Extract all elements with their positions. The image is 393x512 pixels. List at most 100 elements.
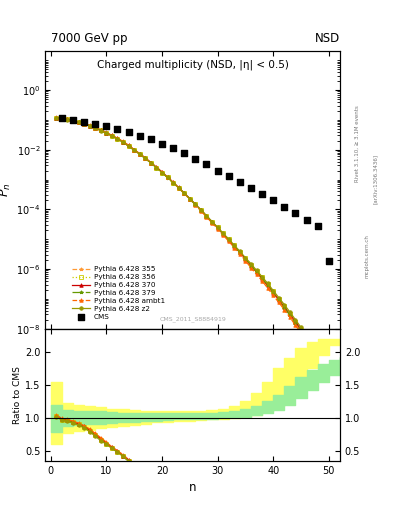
Pythia 6.428 z2 [187, 196, 192, 202]
Pythia 6.428 356 [115, 136, 120, 142]
Pythia 6.428 ambt1 [221, 232, 226, 238]
Pythia 6.428 370 [87, 122, 92, 129]
Pythia 6.428 355 [232, 243, 237, 249]
Pythia 6.428 z2 [193, 201, 198, 207]
CMS [248, 184, 254, 193]
CMS [81, 118, 87, 126]
CMS [281, 203, 287, 211]
Pythia 6.428 ambt1 [82, 120, 86, 126]
Pythia 6.428 379 [304, 337, 309, 344]
Pythia 6.428 379 [165, 175, 170, 181]
Pythia 6.428 355 [282, 305, 286, 311]
Pythia 6.428 355 [149, 160, 153, 166]
Pythia 6.428 356 [243, 254, 248, 261]
Pythia 6.428 355 [288, 312, 292, 318]
Pythia 6.428 370 [215, 225, 220, 231]
Pythia 6.428 379 [260, 275, 264, 282]
Pythia 6.428 z2 [315, 349, 320, 355]
Pythia 6.428 z2 [121, 139, 125, 145]
Pythia 6.428 ambt1 [54, 114, 59, 120]
Pythia 6.428 356 [271, 288, 275, 294]
CMS [92, 120, 98, 128]
Pythia 6.428 355 [87, 123, 92, 129]
Pythia 6.428 379 [187, 196, 192, 202]
Pythia 6.428 356 [254, 268, 259, 274]
Pythia 6.428 z2 [198, 207, 203, 213]
Text: 7000 GeV pp: 7000 GeV pp [51, 32, 128, 45]
Pythia 6.428 z2 [160, 169, 164, 176]
Pythia 6.428 379 [221, 231, 226, 237]
Pythia 6.428 379 [59, 115, 64, 121]
Pythia 6.428 356 [54, 115, 59, 121]
Pythia 6.428 356 [87, 123, 92, 129]
Pythia 6.428 370 [221, 231, 226, 237]
Pythia 6.428 356 [210, 219, 215, 225]
Pythia 6.428 355 [276, 297, 281, 303]
Line: Pythia 6.428 355: Pythia 6.428 355 [55, 116, 331, 378]
Pythia 6.428 z2 [226, 236, 231, 242]
Pythia 6.428 370 [198, 207, 203, 213]
Pythia 6.428 ambt1 [288, 314, 292, 321]
Pythia 6.428 ambt1 [210, 220, 215, 226]
Pythia 6.428 370 [226, 237, 231, 243]
Pythia 6.428 379 [265, 283, 270, 289]
Y-axis label: $P_n$: $P_n$ [0, 183, 13, 197]
Pythia 6.428 355 [93, 125, 97, 131]
Pythia 6.428 379 [254, 269, 259, 275]
Pythia 6.428 355 [226, 237, 231, 243]
Pythia 6.428 ambt1 [204, 214, 209, 220]
Pythia 6.428 356 [282, 303, 286, 309]
CMS [203, 160, 209, 168]
Pythia 6.428 ambt1 [149, 159, 153, 165]
CMS [125, 129, 132, 137]
Pythia 6.428 ambt1 [154, 164, 159, 170]
Pythia 6.428 370 [265, 283, 270, 289]
Pythia 6.428 379 [276, 297, 281, 303]
Pythia 6.428 z2 [327, 366, 331, 372]
Pythia 6.428 370 [254, 269, 259, 275]
Pythia 6.428 ambt1 [176, 185, 181, 191]
Pythia 6.428 355 [138, 151, 142, 157]
Pythia 6.428 379 [293, 321, 298, 327]
Pythia 6.428 356 [154, 164, 159, 170]
Pythia 6.428 z2 [132, 147, 136, 153]
Pythia 6.428 ambt1 [299, 330, 303, 336]
Text: NSD: NSD [315, 32, 340, 45]
Pythia 6.428 379 [271, 290, 275, 296]
Pythia 6.428 355 [321, 365, 326, 371]
Pythia 6.428 370 [288, 311, 292, 317]
Pythia 6.428 356 [276, 296, 281, 302]
Pythia 6.428 z2 [299, 325, 303, 331]
Pythia 6.428 z2 [249, 261, 253, 267]
Pythia 6.428 370 [210, 219, 215, 225]
Pythia 6.428 379 [138, 151, 142, 157]
Pythia 6.428 370 [110, 133, 114, 139]
Pythia 6.428 370 [160, 169, 164, 175]
Pythia 6.428 356 [143, 155, 148, 161]
Pythia 6.428 z2 [265, 280, 270, 286]
Pythia 6.428 355 [243, 255, 248, 262]
Pythia 6.428 356 [171, 180, 175, 186]
Line: Pythia 6.428 370: Pythia 6.428 370 [55, 116, 331, 373]
Pythia 6.428 z2 [99, 127, 103, 134]
Pythia 6.428 ambt1 [260, 278, 264, 284]
Pythia 6.428 355 [315, 355, 320, 361]
Pythia 6.428 370 [59, 115, 64, 121]
Pythia 6.428 z2 [254, 267, 259, 273]
Pythia 6.428 ambt1 [160, 169, 164, 175]
Line: Pythia 6.428 ambt1: Pythia 6.428 ambt1 [55, 116, 331, 377]
Pythia 6.428 ambt1 [198, 208, 203, 214]
Pythia 6.428 z2 [54, 115, 59, 121]
Pythia 6.428 z2 [221, 230, 226, 236]
CMS [114, 125, 121, 134]
Line: Pythia 6.428 z2: Pythia 6.428 z2 [55, 116, 331, 371]
Pythia 6.428 355 [132, 147, 136, 153]
CMS [159, 139, 165, 147]
Pythia 6.428 z2 [243, 254, 248, 261]
Pythia 6.428 z2 [59, 115, 64, 121]
Pythia 6.428 379 [143, 155, 148, 161]
Pythia 6.428 379 [321, 365, 326, 371]
Pythia 6.428 356 [321, 361, 326, 367]
Pythia 6.428 356 [187, 196, 192, 202]
Pythia 6.428 z2 [310, 340, 314, 347]
